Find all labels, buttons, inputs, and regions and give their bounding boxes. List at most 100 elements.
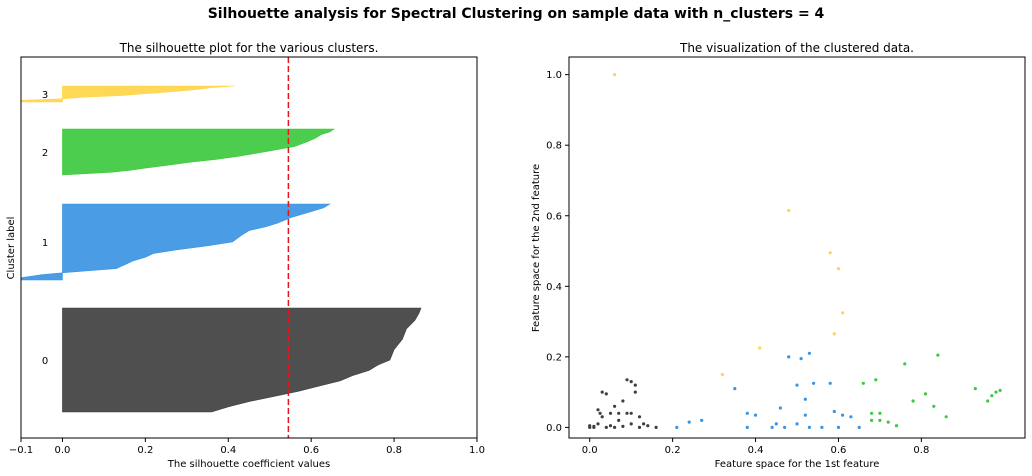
scatter-point-cluster-2 bbox=[932, 404, 936, 408]
scatter-point-cluster-2 bbox=[861, 381, 865, 385]
scatter-x-axis-label: Feature space for the 1st feature bbox=[715, 459, 880, 470]
scatter-point-cluster-0 bbox=[646, 424, 650, 428]
scatter-point-cluster-1 bbox=[675, 425, 679, 429]
scatter-point-cluster-2 bbox=[870, 411, 874, 415]
scatter-point-cluster-0 bbox=[625, 411, 629, 415]
scatter-x-tick-label: 0.6 bbox=[831, 445, 847, 456]
scatter-point-cluster-0 bbox=[625, 378, 629, 382]
scatter-point-cluster-1 bbox=[828, 381, 832, 385]
scatter-point-cluster-1 bbox=[799, 357, 803, 361]
cluster-label-3: 3 bbox=[42, 90, 48, 101]
cluster-label-1: 1 bbox=[42, 238, 48, 249]
scatter-point-cluster-2 bbox=[936, 353, 940, 357]
silhouette-x-ticks: −0.1 0.0 0.2 0.4 0.6 0.8 1.0 bbox=[9, 438, 485, 456]
cluster-scatter-plot: The visualization of the clustered data.… bbox=[531, 41, 1026, 470]
scatter-point-cluster-0 bbox=[604, 392, 608, 396]
silhouette-plot: The silhouette plot for the various clus… bbox=[6, 41, 485, 470]
scatter-point-cluster-1 bbox=[857, 425, 861, 429]
scatter-point-cluster-2 bbox=[874, 378, 878, 382]
scatter-point-cluster-0 bbox=[654, 425, 658, 429]
scatter-point-cluster-2 bbox=[870, 418, 874, 422]
scatter-point-cluster-0 bbox=[617, 418, 621, 422]
scatter-point-cluster-0 bbox=[629, 411, 633, 415]
scatter-point-cluster-2 bbox=[990, 394, 994, 398]
cluster-label-2: 2 bbox=[42, 148, 48, 159]
scatter-point-cluster-1 bbox=[687, 420, 691, 424]
scatter-point-cluster-2 bbox=[911, 399, 915, 403]
scatter-point-cluster-2 bbox=[973, 387, 977, 391]
scatter-point-cluster-0 bbox=[592, 425, 596, 429]
scatter-point-cluster-3 bbox=[841, 311, 845, 315]
scatter-point-cluster-1 bbox=[745, 411, 749, 415]
silhouette-band-cluster-1 bbox=[20, 203, 331, 281]
scatter-y-tick-label: 0.6 bbox=[546, 211, 562, 222]
scatter-point-cluster-0 bbox=[617, 411, 621, 415]
scatter-point-cluster-1 bbox=[795, 383, 799, 387]
scatter-point-cluster-0 bbox=[637, 415, 642, 419]
scatter-point-cluster-2 bbox=[878, 411, 882, 415]
scatter-point-cluster-0 bbox=[596, 408, 600, 412]
scatter-point-cluster-2 bbox=[923, 392, 928, 396]
scatter-point-cluster-2 bbox=[894, 424, 899, 428]
silhouette-band-cluster-3 bbox=[20, 85, 235, 103]
scatter-point-cluster-1 bbox=[778, 406, 783, 410]
scatter-point-cluster-2 bbox=[886, 420, 890, 424]
scatter-point-cluster-0 bbox=[604, 425, 608, 429]
scatter-point-cluster-0 bbox=[633, 390, 637, 394]
scatter-y-tick-label: 0.2 bbox=[546, 352, 562, 363]
scatter-point-cluster-2 bbox=[878, 418, 882, 422]
scatter-point-cluster-1 bbox=[745, 425, 749, 429]
scatter-point-cluster-1 bbox=[836, 425, 841, 429]
cluster-label-0: 0 bbox=[42, 356, 48, 367]
silhouette-x-tick-label: 0.2 bbox=[137, 445, 153, 456]
scatter-point-cluster-2 bbox=[994, 390, 998, 394]
scatter-point-cluster-1 bbox=[770, 425, 774, 429]
silhouette-x-tick-label: 0.6 bbox=[303, 445, 319, 456]
scatter-y-tick-label: 0.4 bbox=[546, 282, 562, 293]
scatter-point-cluster-1 bbox=[753, 413, 758, 417]
scatter-points bbox=[588, 73, 1002, 429]
scatter-point-cluster-0 bbox=[629, 380, 633, 384]
scatter-y-tick-label: 0.0 bbox=[546, 423, 562, 434]
scatter-point-cluster-3 bbox=[836, 267, 841, 271]
scatter-point-cluster-0 bbox=[621, 399, 625, 403]
scatter-point-cluster-1 bbox=[820, 425, 824, 429]
scatter-point-cluster-0 bbox=[613, 404, 617, 408]
scatter-x-tick-label: 0.4 bbox=[748, 445, 764, 456]
scatter-point-cluster-1 bbox=[783, 425, 787, 429]
scatter-point-cluster-1 bbox=[733, 387, 737, 391]
scatter-point-cluster-3 bbox=[613, 73, 617, 77]
scatter-x-tick-label: 0.2 bbox=[665, 445, 681, 456]
silhouette-x-tick-label: 0.0 bbox=[55, 445, 71, 456]
scatter-plot-frame bbox=[568, 56, 1026, 439]
scatter-point-cluster-0 bbox=[600, 415, 604, 419]
scatter-point-cluster-0 bbox=[608, 424, 613, 428]
silhouette-cluster-labels: 0 1 2 3 bbox=[42, 90, 48, 367]
scatter-point-cluster-1 bbox=[803, 413, 807, 417]
scatter-point-cluster-1 bbox=[807, 425, 812, 429]
scatter-point-cluster-2 bbox=[986, 399, 990, 403]
silhouette-band-cluster-2 bbox=[62, 128, 335, 176]
scatter-point-cluster-2 bbox=[903, 362, 907, 366]
silhouette-x-tick-label: −0.1 bbox=[9, 445, 33, 456]
silhouette-band-cluster-0 bbox=[62, 307, 422, 413]
silhouette-plot-title: The silhouette plot for the various clus… bbox=[119, 41, 379, 55]
silhouette-x-axis-label: The silhouette coefficient values bbox=[167, 459, 331, 470]
scatter-point-cluster-3 bbox=[720, 372, 725, 377]
scatter-point-cluster-1 bbox=[841, 413, 845, 417]
scatter-point-cluster-1 bbox=[787, 355, 791, 359]
scatter-point-cluster-1 bbox=[849, 415, 853, 419]
scatter-point-cluster-0 bbox=[608, 411, 613, 415]
scatter-point-cluster-0 bbox=[642, 422, 646, 426]
scatter-point-cluster-1 bbox=[807, 351, 812, 355]
scatter-point-cluster-0 bbox=[588, 424, 592, 428]
scatter-point-cluster-0 bbox=[598, 411, 602, 415]
silhouette-y-axis-label: Cluster label bbox=[6, 217, 17, 280]
scatter-point-cluster-0 bbox=[637, 425, 642, 429]
scatter-x-ticks: 0.0 0.2 0.4 0.6 0.8 bbox=[582, 438, 929, 456]
scatter-point-cluster-1 bbox=[832, 409, 836, 414]
scatter-x-tick-label: 0.0 bbox=[582, 445, 598, 456]
silhouette-fills bbox=[20, 85, 422, 413]
scatter-point-cluster-0 bbox=[633, 383, 637, 387]
scatter-point-cluster-3 bbox=[828, 251, 832, 255]
